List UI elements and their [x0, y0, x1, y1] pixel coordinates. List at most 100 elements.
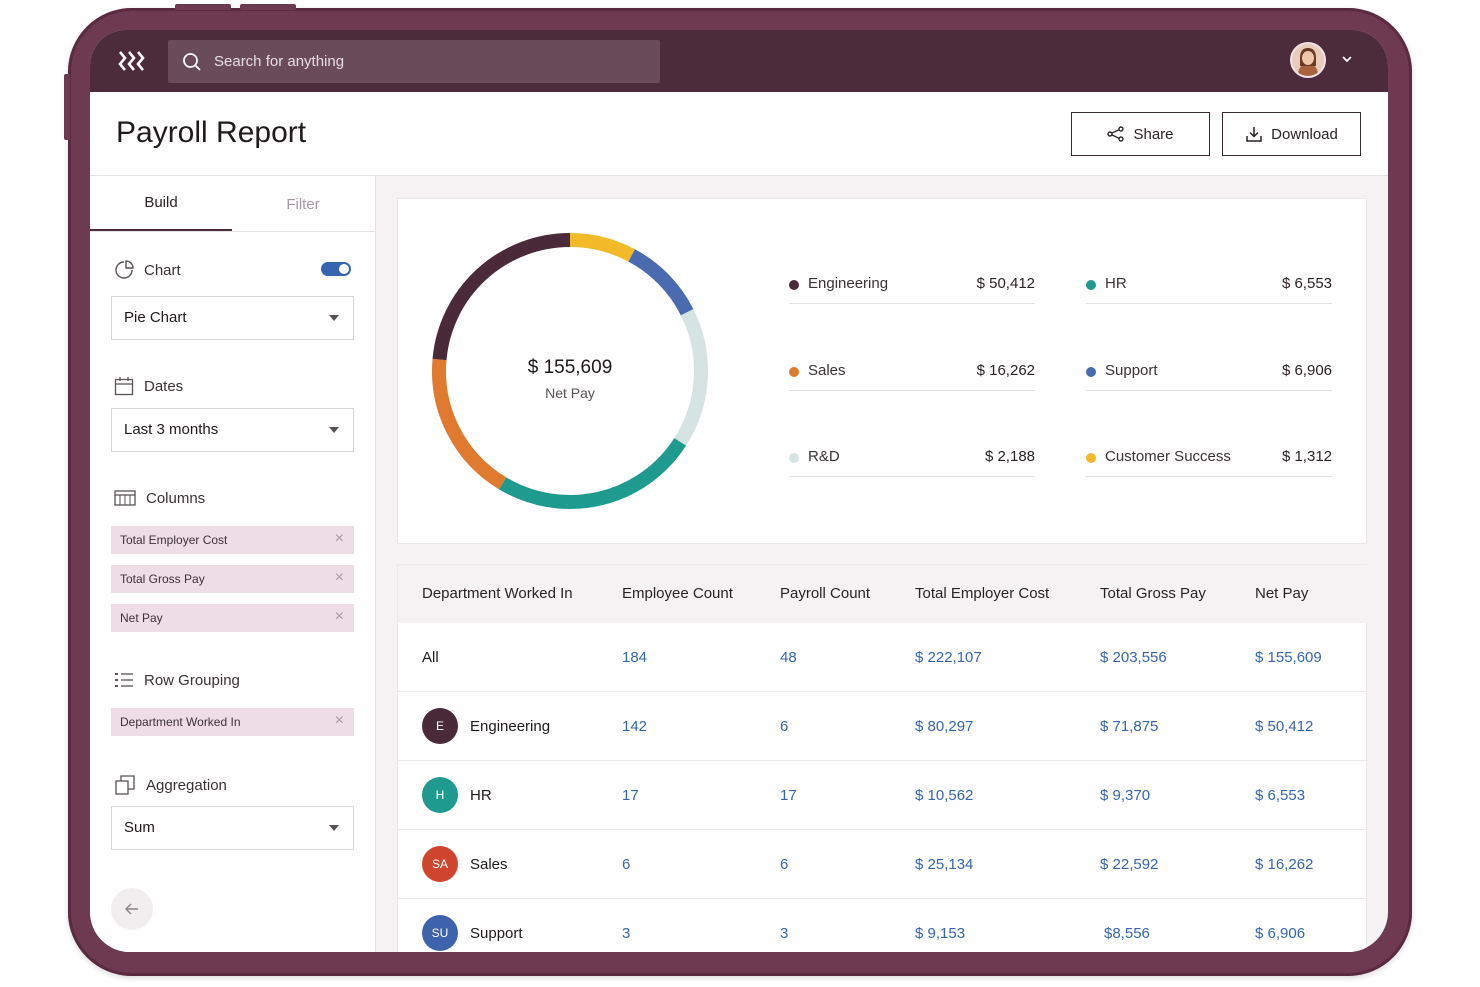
- list-icon: [115, 673, 133, 687]
- table-cell: $ 9,153: [915, 925, 966, 942]
- close-icon[interactable]: ×: [334, 569, 344, 586]
- row-grouping-chip[interactable]: Department Worked In ×: [111, 708, 354, 736]
- legend-divider: [789, 390, 1035, 391]
- legend-item: Customer Success $ 1,312: [1086, 448, 1332, 477]
- table-cell: 17: [622, 787, 639, 804]
- pie-slice-support[interactable]: [628, 249, 694, 316]
- table-cell: $ 71,875: [1100, 718, 1159, 735]
- table-row[interactable]: E Engineering 142 6 $ 80,297 $ 71,875 $ …: [398, 692, 1368, 761]
- department-badge: E: [422, 708, 458, 744]
- column-header[interactable]: Total Gross Pay: [1100, 585, 1206, 602]
- aggregation-section-label: Aggregation: [114, 774, 227, 796]
- table-row[interactable]: H HR 17 17 $ 10,562 $ 9,370 $ 6,553: [398, 761, 1368, 830]
- column-header[interactable]: Employee Count: [622, 585, 733, 602]
- legend-divider: [789, 476, 1035, 477]
- row-name: All: [422, 649, 439, 666]
- payroll-table: Department Worked In Employee Count Payr…: [397, 564, 1368, 952]
- columns-section-label: Columns: [114, 489, 205, 507]
- tab-divider: [90, 231, 376, 232]
- table-cell: $ 6,553: [1255, 787, 1306, 804]
- table-cell: $8,556: [1104, 925, 1150, 942]
- table-row[interactable]: SA Sales 6 6 $ 25,134 $ 22,592 $ 16,262: [398, 830, 1368, 899]
- legend-value: $ 6,906: [1281, 362, 1332, 379]
- column-chip[interactable]: Total Gross Pay ×: [111, 565, 354, 593]
- legend-value: $ 50,412: [976, 275, 1035, 292]
- legend-name: R&D: [808, 448, 840, 465]
- dates-select[interactable]: Last 3 months: [111, 408, 354, 452]
- table-cell: 3: [780, 925, 789, 942]
- legend-item: Sales $ 16,262: [789, 362, 1035, 391]
- table-cell: 142: [622, 718, 648, 735]
- row-grouping-section-label: Row Grouping: [114, 670, 240, 690]
- app-logo[interactable]: [118, 50, 150, 72]
- legend-item: R&D $ 2,188: [789, 448, 1035, 477]
- page-header: Payroll Report Share Download: [90, 92, 1388, 176]
- legend-name: Engineering: [808, 275, 889, 292]
- table-cell: $ 155,609: [1255, 649, 1322, 666]
- chart-section-label: Chart: [114, 260, 181, 280]
- copy-icon: [115, 775, 135, 795]
- side-button: [64, 74, 70, 140]
- table-cell: $ 9,370: [1100, 787, 1151, 804]
- tab-build[interactable]: Build: [90, 176, 232, 232]
- table-cell: 6: [780, 856, 789, 873]
- legend-name: HR: [1105, 275, 1127, 292]
- column-header[interactable]: Total Employer Cost: [915, 585, 1050, 602]
- pie-slice-customer-success[interactable]: [569, 233, 635, 262]
- chart-card: $ 155,609 Net Pay Engineering $ 50,412 HR…: [397, 198, 1367, 544]
- pie-chart: [432, 233, 708, 509]
- close-icon[interactable]: ×: [334, 608, 344, 625]
- close-icon[interactable]: ×: [334, 530, 344, 547]
- calendar-icon: [114, 377, 134, 396]
- table-row[interactable]: SU Support 3 3 $ 9,153 $8,556 $ 6,906: [398, 899, 1368, 952]
- user-avatar[interactable]: [1290, 42, 1326, 78]
- legend-item: Support $ 6,906: [1086, 362, 1332, 391]
- column-chip[interactable]: Total Employer Cost ×: [111, 526, 354, 554]
- arrow-left-icon: [125, 903, 138, 915]
- pie-chart-icon: [115, 260, 134, 279]
- download-icon: [1246, 127, 1262, 142]
- dates-value: Last 3 months: [124, 421, 219, 438]
- download-button[interactable]: Download: [1222, 112, 1361, 156]
- column-chip-label: Total Gross Pay: [120, 572, 205, 586]
- chart-type-select[interactable]: Pie Chart: [111, 296, 354, 340]
- column-chip[interactable]: Net Pay ×: [111, 604, 354, 632]
- back-button[interactable]: [111, 888, 153, 930]
- chart-type-value: Pie Chart: [124, 309, 187, 326]
- avatar-image: [1292, 44, 1324, 76]
- legend-divider: [1086, 476, 1332, 477]
- share-button[interactable]: Share: [1071, 112, 1210, 156]
- chevron-down-icon: [329, 315, 339, 321]
- pie-slice-r-d[interactable]: [674, 309, 708, 446]
- search-input[interactable]: Search for anything: [214, 53, 345, 70]
- close-icon[interactable]: ×: [334, 712, 344, 729]
- row-name: Sales: [470, 856, 508, 873]
- aggregation-value: Sum: [124, 819, 155, 836]
- legend-value: $ 6,553: [1281, 275, 1332, 292]
- table-row[interactable]: All 184 48 $ 222,107 $ 203,556 $ 155,609: [398, 623, 1368, 692]
- top-button: [240, 4, 296, 10]
- column-header[interactable]: Payroll Count: [780, 585, 871, 602]
- table-cell: $ 22,592: [1100, 856, 1159, 873]
- pie-slice-hr[interactable]: [499, 438, 687, 509]
- chart-toggle[interactable]: [321, 262, 351, 276]
- search-icon: [183, 53, 201, 71]
- pie-slice-engineering[interactable]: [432, 233, 571, 361]
- search-bar[interactable]: Search for anything: [168, 40, 660, 83]
- column-header[interactable]: Department Worked In: [422, 585, 573, 602]
- table-cell: 6: [780, 718, 789, 735]
- legend-dot: [1086, 280, 1096, 290]
- table-cell: $ 50,412: [1255, 718, 1314, 735]
- share-icon: [1107, 126, 1125, 142]
- row-name: Engineering: [470, 718, 551, 735]
- column-header[interactable]: Net Pay: [1255, 585, 1309, 602]
- pie-slice-sales[interactable]: [432, 358, 507, 490]
- tab-filter[interactable]: Filter: [286, 195, 320, 213]
- row-name: Support: [470, 925, 523, 942]
- chart-center-label: Net Pay: [545, 385, 595, 401]
- aggregation-select[interactable]: Sum: [111, 806, 354, 850]
- table-header: Department Worked In Employee Count Payr…: [398, 565, 1368, 623]
- chevron-down-icon[interactable]: [1340, 52, 1354, 66]
- legend-dot: [789, 280, 799, 290]
- chevron-down-icon: [329, 825, 339, 831]
